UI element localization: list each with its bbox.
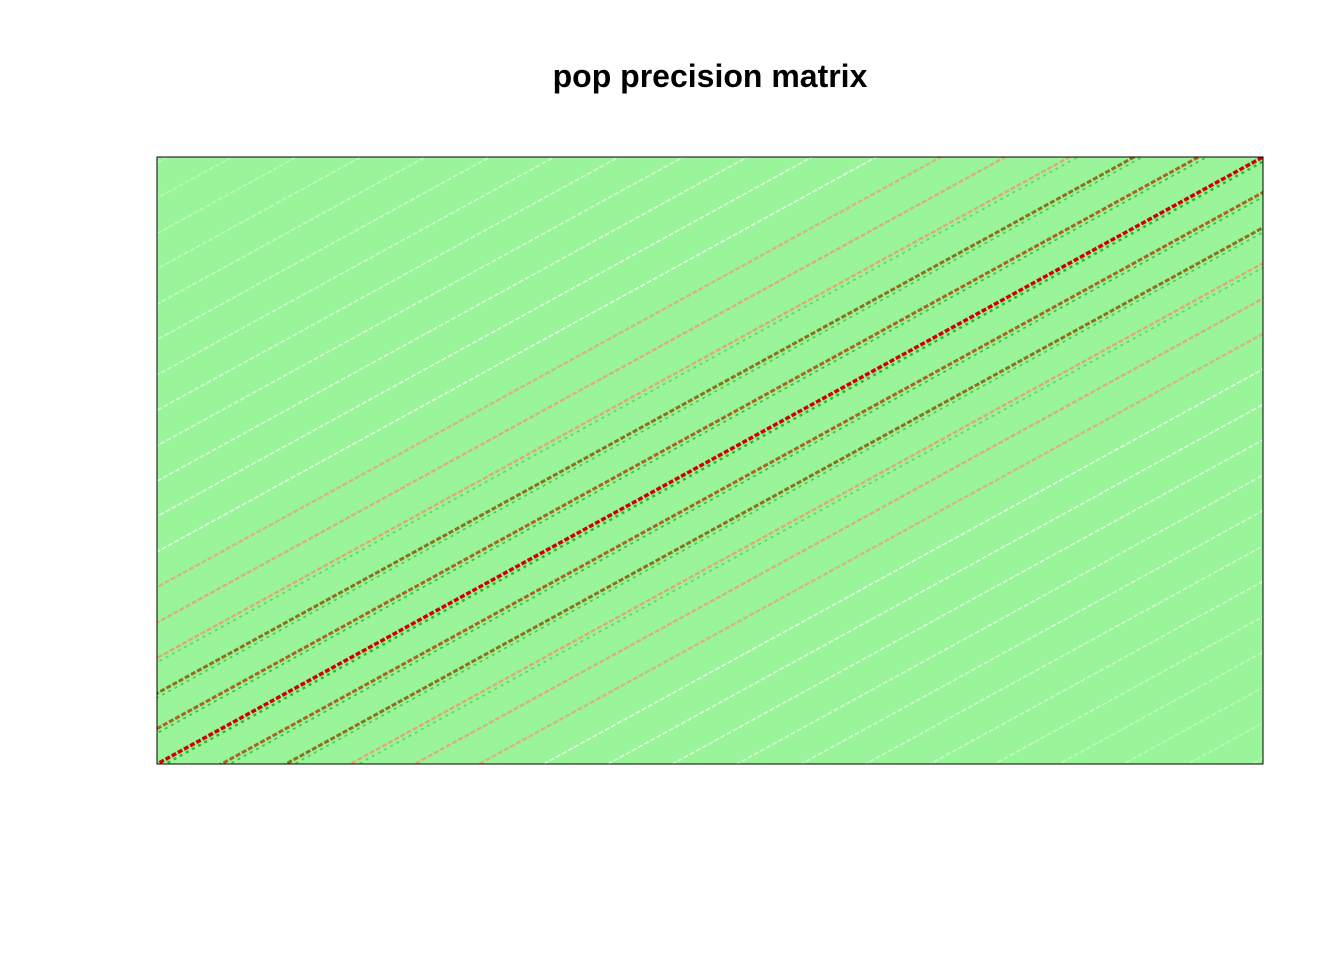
- chart-title: pop precision matrix: [552, 58, 868, 94]
- plot-frame: [156, 156, 1264, 765]
